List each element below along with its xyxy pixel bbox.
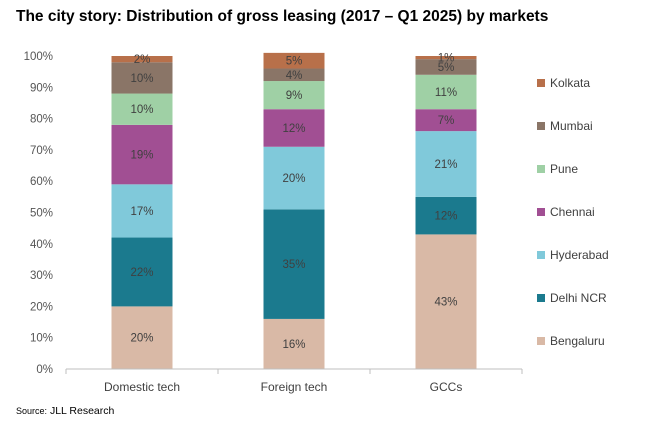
bar-segment-chennai-domestic-tech (111, 124, 173, 185)
data-label-hyderabad-foreign-tech: 20% (282, 173, 305, 185)
bar-segment-mumbai-foreign-tech (263, 68, 325, 82)
data-label-delhi-ncr-gccs: 12% (434, 211, 457, 223)
y-tick-label: 80% (30, 114, 53, 126)
data-label-bengaluru-domestic-tech: 20% (130, 333, 153, 345)
bar-segment-pune-domestic-tech (111, 93, 173, 125)
bar-series: 20% 22% 17% 19% 10% 10% 2% 16% 35% 20% 12% 9% 4% 5% 43… (111, 52, 477, 369)
y-tick-label: 30% (30, 270, 53, 282)
source-label: Source: (16, 406, 48, 416)
y-tick-label: 100% (24, 51, 53, 63)
legend-label-pune: Pune (550, 162, 578, 176)
bar-segment-delhi-ncr-domestic-tech (111, 237, 173, 307)
legend-swatch-bengaluru (537, 337, 545, 345)
bar-segment-hyderabad-domestic-tech (111, 184, 173, 238)
legend-label-mumbai: Mumbai (550, 119, 593, 133)
bar-segment-chennai-gccs (415, 109, 477, 132)
data-label-chennai-foreign-tech: 12% (282, 123, 305, 135)
data-label-pune-gccs: 11% (435, 87, 457, 99)
data-label-mumbai-gccs: 5% (438, 62, 455, 74)
y-tick-label: 0% (36, 364, 53, 376)
y-tick-label: 70% (30, 145, 53, 157)
bar-segment-delhi-ncr-gccs (415, 196, 477, 235)
bar-segment-mumbai-domestic-tech (111, 62, 173, 94)
bar-segment-bengaluru-foreign-tech (263, 318, 325, 369)
data-label-bengaluru-gccs: 43% (434, 297, 457, 309)
bar-segment-kolkata-foreign-tech (263, 52, 325, 69)
source-text: JLL Research (49, 405, 115, 417)
bar-segment-kolkata-domestic-tech (111, 56, 173, 63)
x-tick-label: Foreign tech (261, 380, 328, 394)
data-label-kolkata-gccs: 1% (438, 53, 455, 65)
bar-segment-hyderabad-foreign-tech (263, 146, 325, 210)
x-tick-label: GCCs (430, 380, 463, 394)
legend-swatch-pune (537, 165, 545, 173)
x-tick-label: Domestic tech (104, 380, 180, 394)
data-label-pune-foreign-tech: 9% (286, 90, 303, 102)
bar-segment-delhi-ncr-foreign-tech (263, 209, 325, 319)
data-label-mumbai-domestic-tech: 10% (130, 73, 153, 85)
legend-swatch-chennai (537, 208, 545, 216)
bar-segment-hyderabad-gccs (415, 131, 477, 197)
bar-segment-chennai-foreign-tech (263, 109, 325, 147)
data-label-bengaluru-foreign-tech: 16% (282, 339, 305, 351)
source-note: Source: JLL Research (16, 405, 114, 417)
data-label-kolkata-foreign-tech: 5% (286, 56, 303, 68)
legend-label-delhi-ncr: Delhi NCR (550, 291, 607, 305)
y-tick-label: 90% (30, 82, 53, 94)
y-tick-label: 50% (30, 208, 53, 220)
data-label-hyderabad-domestic-tech: 17% (130, 206, 153, 218)
y-tick-label: 20% (30, 301, 53, 313)
legend: Kolkata Mumbai Pune Chennai Hyderabad Delhi N… (537, 76, 609, 348)
y-tick-label: 10% (30, 333, 53, 345)
data-label-kolkata-domestic-tech: 2% (134, 54, 151, 66)
bar-segment-pune-gccs (415, 74, 477, 110)
data-label-chennai-gccs: 7% (438, 115, 455, 127)
data-label-delhi-ncr-foreign-tech: 35% (282, 259, 305, 271)
bar-segment-bengaluru-domestic-tech (111, 306, 173, 369)
bar-segment-pune-foreign-tech (263, 81, 325, 110)
y-tick-label: 60% (30, 176, 53, 188)
bar-segment-mumbai-gccs (415, 59, 477, 75)
data-label-pune-domestic-tech: 10% (130, 104, 153, 116)
bar-segment-kolkata-gccs (415, 56, 477, 60)
data-label-chennai-domestic-tech: 19% (130, 150, 153, 162)
y-tick-label: 40% (30, 239, 53, 251)
y-axis: 0% 10% 20% 30% 40% 50% 60% 70% 80% 90% 100% (24, 51, 53, 376)
legend-swatch-mumbai (537, 122, 545, 130)
chart-title: The city story: Distribution of gross le… (16, 8, 549, 25)
legend-swatch-delhi-ncr (537, 294, 545, 302)
legend-label-chennai: Chennai (550, 205, 595, 219)
data-label-mumbai-foreign-tech: 4% (286, 70, 303, 82)
legend-label-kolkata: Kolkata (550, 76, 590, 90)
legend-swatch-hyderabad (537, 251, 545, 259)
legend-label-bengaluru: Bengaluru (550, 334, 605, 348)
bar-segment-bengaluru-gccs (415, 234, 477, 369)
data-label-hyderabad-gccs: 21% (434, 159, 457, 171)
x-axis: Domestic tech Foreign tech GCCs (65, 368, 523, 394)
legend-swatch-kolkata (537, 79, 545, 87)
legend-label-hyderabad: Hyderabad (550, 248, 609, 262)
data-label-delhi-ncr-domestic-tech: 22% (130, 267, 153, 279)
